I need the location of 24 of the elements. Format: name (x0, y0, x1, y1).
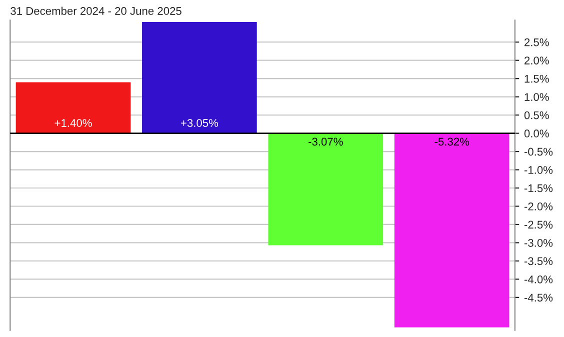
data-label: -3.07% (308, 138, 343, 146)
y-tick-label: -1.0% (524, 166, 553, 174)
data-label: +3.05% (180, 119, 218, 127)
y-tick-label: -1.5% (524, 184, 553, 192)
bar (394, 133, 510, 328)
y-tick-label: -2.0% (524, 202, 553, 210)
bar (142, 22, 257, 134)
y-tick-label: 1.5% (524, 74, 549, 83)
y-tick-label: -4.0% (524, 275, 553, 284)
y-tick-label: 2.0% (524, 56, 549, 64)
y-tick-label: -4.5% (524, 294, 553, 302)
bar (268, 133, 384, 246)
chart-title: 31 December 2024 - 20 June 2025 (10, 6, 182, 15)
y-tick-label: -3.0% (524, 238, 553, 247)
y-tick-label: -2.5% (524, 220, 553, 229)
data-label: -5.32% (434, 138, 470, 146)
y-tick-label: 0.0% (524, 130, 549, 138)
y-tick-label: 2.5% (524, 38, 549, 46)
data-label: +1.40% (54, 119, 92, 127)
y-tick-label: -3.5% (524, 257, 553, 266)
y-tick-label: 1.0% (524, 93, 549, 101)
y-tick-label: -0.5% (524, 148, 553, 156)
bar (16, 82, 131, 134)
y-tick-label: 0.5% (524, 111, 549, 120)
